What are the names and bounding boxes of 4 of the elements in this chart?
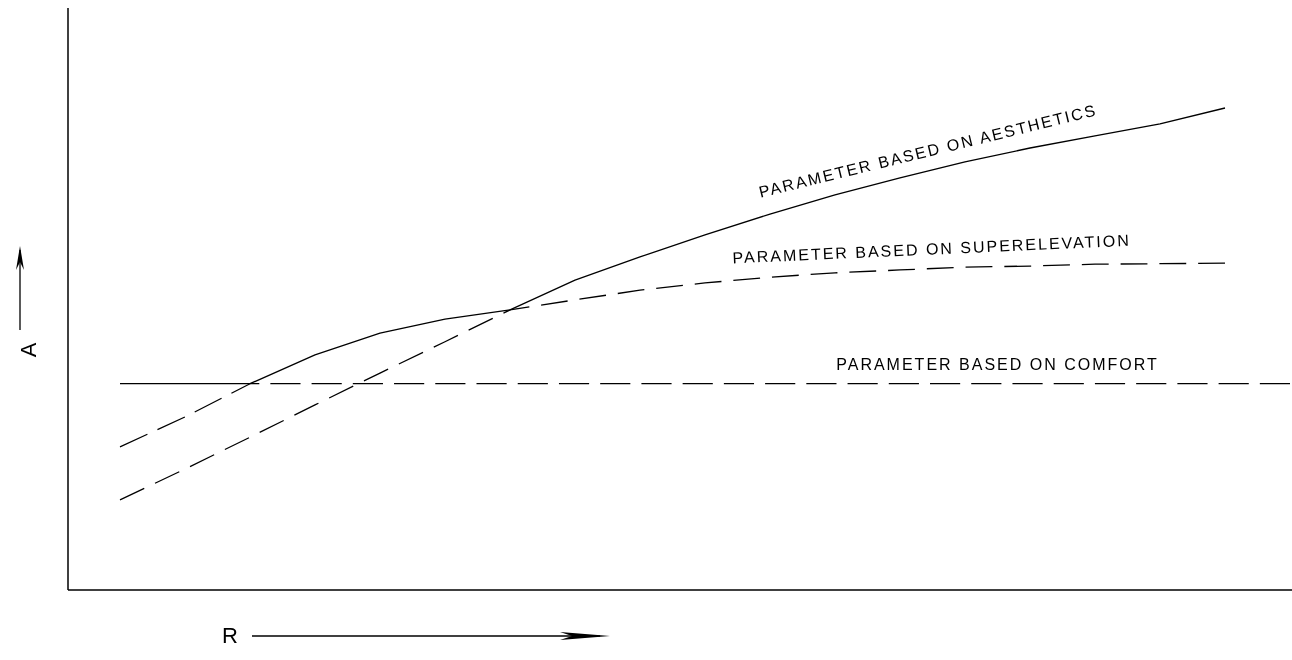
x-axis-title: R xyxy=(222,623,238,648)
y-axis-title: A xyxy=(15,342,41,358)
series-label: PARAMETER BASED ON SUPERELEVATION xyxy=(732,231,1132,267)
series-label: PARAMETER BASED ON COMFORT xyxy=(836,355,1159,373)
